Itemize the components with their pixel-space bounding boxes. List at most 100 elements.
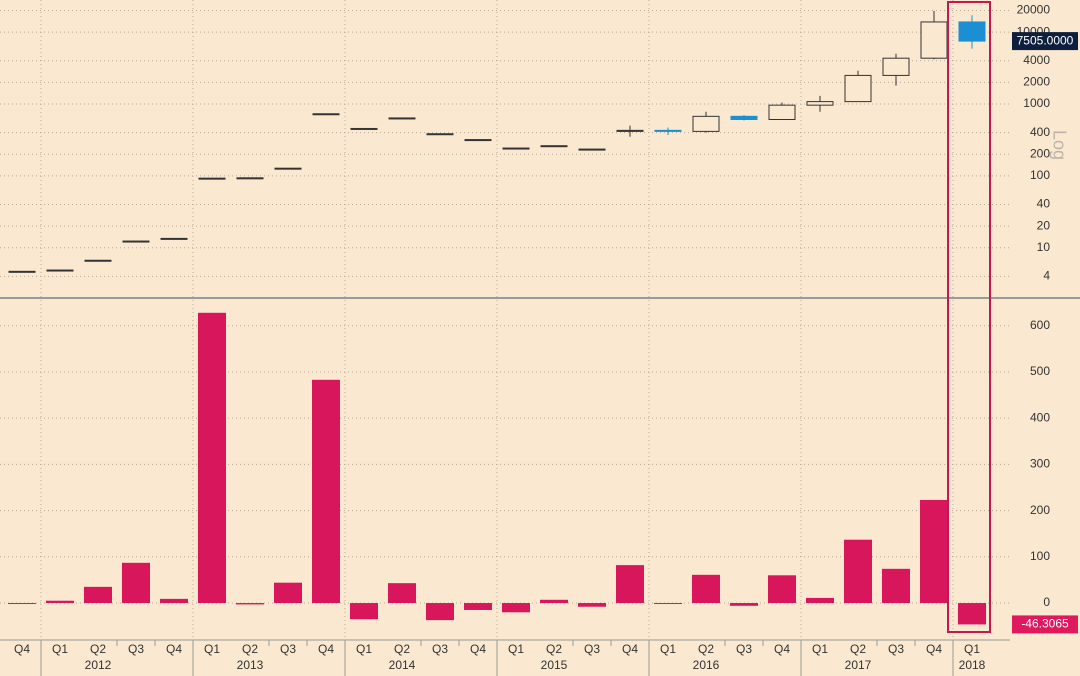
candle-body: [236, 177, 264, 180]
x-tick-label: Q2: [698, 642, 714, 656]
x-tick-label: Q2: [242, 642, 258, 656]
x-tick-label: Q4: [14, 642, 30, 656]
bar: [616, 565, 644, 604]
y-tick-label: 200: [1030, 146, 1050, 160]
bar: [388, 583, 416, 604]
bar: [768, 575, 796, 604]
candle-body: [426, 133, 454, 136]
x-tick-label: Q3: [128, 642, 144, 656]
candle-body: [198, 177, 226, 180]
y-tick-label: 100: [1030, 168, 1050, 182]
x-tick-label: Q4: [470, 642, 486, 656]
y-tick-label: 1000: [1023, 96, 1050, 110]
bar: [882, 568, 910, 604]
bar: [160, 598, 188, 604]
y-tick-label: 20: [1037, 218, 1051, 232]
x-tick-label: Q4: [318, 642, 334, 656]
candle-body: [958, 21, 986, 42]
bar: [958, 603, 986, 625]
bar: [806, 597, 834, 604]
y-tick-label: 20000: [1017, 3, 1051, 17]
bar: [198, 312, 226, 604]
bar: [236, 603, 264, 605]
bar: [502, 603, 530, 613]
candle-body: [844, 74, 872, 103]
x-tick-label: Q1: [660, 642, 676, 656]
value-label-box: [1012, 615, 1078, 634]
candle-body: [768, 104, 796, 120]
year-label: 2016: [693, 658, 720, 672]
candle-body: [692, 115, 720, 132]
bar: [578, 603, 606, 607]
candle-body: [274, 167, 302, 170]
bar: [654, 603, 682, 605]
year-label: 2015: [541, 658, 568, 672]
y-tick-label: 300: [1030, 457, 1050, 471]
x-tick-label: Q1: [508, 642, 524, 656]
bar: [312, 379, 340, 604]
scale-label: Log: [1049, 130, 1069, 160]
candle-body: [312, 113, 340, 116]
candle-body: [350, 127, 378, 130]
x-tick-label: Q1: [356, 642, 372, 656]
value-label: -46.3065: [1021, 617, 1069, 631]
x-tick-label: Q4: [166, 642, 182, 656]
bar: [920, 499, 948, 604]
y-tick-label: 10: [1037, 240, 1051, 254]
y-tick-label: 0: [1043, 595, 1050, 609]
x-tick-label: Q3: [736, 642, 752, 656]
y-tick-label: 40: [1037, 197, 1051, 211]
y-tick-label: 200: [1030, 503, 1050, 517]
year-label: 2018: [959, 658, 986, 672]
x-tick-label: Q4: [926, 642, 942, 656]
x-tick-label: Q3: [888, 642, 904, 656]
y-tick-label: 100: [1030, 549, 1050, 563]
value-label-box: [1012, 32, 1078, 51]
x-tick-label: Q1: [52, 642, 68, 656]
bar: [844, 539, 872, 604]
x-tick-label: Q4: [774, 642, 790, 656]
y-tick-label: 500: [1030, 364, 1050, 378]
candle-body: [730, 115, 758, 120]
candle-body: [8, 270, 36, 273]
bar: [8, 603, 36, 605]
candle-body: [882, 57, 910, 76]
candle-body: [654, 129, 682, 132]
bar: [84, 586, 112, 604]
candle-body: [46, 269, 74, 272]
x-tick-label: Q3: [432, 642, 448, 656]
x-tick-label: Q1: [812, 642, 828, 656]
bar: [46, 600, 74, 604]
candle-body: [578, 148, 606, 151]
y-tick-label: 2000: [1023, 75, 1050, 89]
x-tick-label: Q2: [394, 642, 410, 656]
bar: [692, 574, 720, 604]
candle-body: [502, 147, 530, 150]
bar: [426, 603, 454, 621]
x-tick-label: Q3: [584, 642, 600, 656]
y-tick-label: 400: [1030, 410, 1050, 424]
y-tick-label: 4: [1043, 269, 1050, 283]
x-tick-label: Q3: [280, 642, 296, 656]
x-tick-label: Q1: [204, 642, 220, 656]
candle-body: [122, 240, 150, 243]
candle-body: [84, 259, 112, 262]
candle-body: [920, 21, 948, 59]
y-tick-label: 4000: [1023, 53, 1050, 67]
candle-body: [160, 237, 188, 240]
bar: [464, 603, 492, 610]
year-label: 2014: [389, 658, 416, 672]
x-tick-label: Q4: [622, 642, 638, 656]
x-tick-label: Q2: [90, 642, 106, 656]
highlight-box: [947, 1, 991, 633]
candle-body: [464, 139, 492, 142]
candle-body: [388, 117, 416, 120]
y-tick-label: 400: [1030, 125, 1050, 139]
x-tick-label: Q1: [964, 642, 980, 656]
x-tick-label: Q2: [546, 642, 562, 656]
bar: [540, 599, 568, 604]
x-tick-label: Q2: [850, 642, 866, 656]
bar: [122, 562, 150, 604]
